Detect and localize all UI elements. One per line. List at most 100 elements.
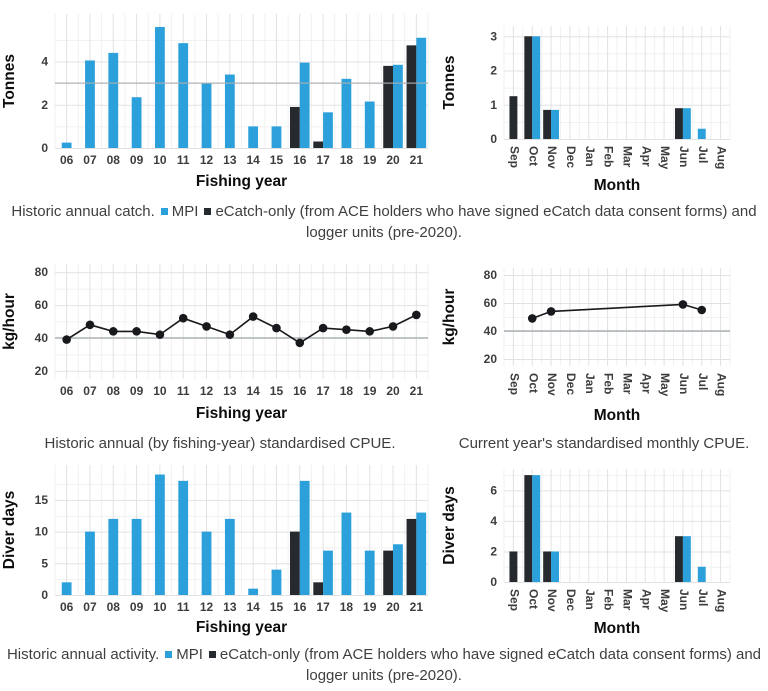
svg-text:80: 80 bbox=[484, 268, 498, 282]
svg-text:4: 4 bbox=[41, 55, 48, 69]
annual-catch-chart-cell: 0 2 4 06 07 08 09 10 11 12 13 14 15 16 17 18 19 20 21 Tonne… bbox=[0, 0, 440, 196]
svg-text:17: 17 bbox=[316, 153, 330, 167]
legend-swatch-icon bbox=[208, 651, 216, 658]
svg-text:Aug: Aug bbox=[715, 146, 729, 169]
svg-text:Mar: Mar bbox=[620, 589, 634, 611]
row-activity: 0 5 10 15 06 07 08 09 10 11 12 13 14 15 16 17 18 19 20 21 Di… bbox=[0, 455, 768, 637]
legend-swatch-icon bbox=[204, 208, 212, 215]
svg-text:19: 19 bbox=[363, 600, 377, 614]
svg-text:14: 14 bbox=[246, 384, 260, 398]
svg-text:Aug: Aug bbox=[715, 373, 729, 396]
svg-text:21: 21 bbox=[410, 384, 424, 398]
svg-text:Jan: Jan bbox=[583, 373, 597, 394]
svg-text:Month: Month bbox=[594, 177, 640, 194]
svg-text:kg/hour: kg/hour bbox=[441, 289, 458, 346]
svg-text:Dec: Dec bbox=[564, 589, 578, 611]
svg-text:20: 20 bbox=[386, 153, 400, 167]
chart-annual-catch-tonnes: 0 2 4 06 07 08 09 10 11 12 13 14 15 16 17 18 19 20 21 Tonne… bbox=[1, 14, 429, 190]
svg-text:21: 21 bbox=[410, 600, 424, 614]
svg-text:09: 09 bbox=[130, 153, 144, 167]
svg-text:11: 11 bbox=[177, 600, 190, 614]
caption-annual-catch: Historic annual catch. MPI eCatch-only (fr… bbox=[11, 203, 757, 241]
svg-text:60: 60 bbox=[35, 298, 49, 312]
chart-monthly-cpue: 20 40 60 80 Sep Oct Nov Dec Jan Feb Mar Apr May Jun Ju… bbox=[441, 268, 731, 424]
svg-text:Mar: Mar bbox=[620, 373, 634, 395]
svg-text:11: 11 bbox=[177, 384, 190, 398]
svg-text:11: 11 bbox=[177, 153, 190, 167]
svg-text:13: 13 bbox=[223, 384, 237, 398]
svg-text:08: 08 bbox=[107, 153, 121, 167]
svg-text:Sep: Sep bbox=[507, 373, 521, 395]
svg-text:08: 08 bbox=[107, 384, 121, 398]
svg-text:May: May bbox=[658, 146, 672, 170]
svg-text:3: 3 bbox=[490, 29, 497, 43]
svg-text:16: 16 bbox=[293, 600, 307, 614]
svg-text:6: 6 bbox=[490, 483, 497, 497]
svg-text:Jun: Jun bbox=[677, 146, 691, 167]
row-annual-catch: 0 2 4 06 07 08 09 10 11 12 13 14 15 16 17 18 19 20 21 Tonne… bbox=[0, 0, 768, 196]
row-cpue-captions: Historic annual (by fishing-year) standa… bbox=[0, 425, 768, 455]
svg-text:5: 5 bbox=[41, 556, 48, 570]
svg-text:Dec: Dec bbox=[564, 146, 578, 168]
svg-text:06: 06 bbox=[60, 153, 74, 167]
row-cpue: 20 40 60 80 06 07 08 09 10 11 12 13 14 15 16 17 18 19 20 21… bbox=[0, 248, 768, 425]
annual-cpue-chart-cell: 20 40 60 80 06 07 08 09 10 11 12 13 14 15 16 17 18 19 20 21… bbox=[0, 248, 440, 425]
svg-text:20: 20 bbox=[386, 384, 400, 398]
svg-text:Dec: Dec bbox=[564, 373, 578, 395]
svg-text:kg/hour: kg/hour bbox=[1, 293, 18, 350]
svg-text:20: 20 bbox=[35, 364, 49, 378]
svg-text:18: 18 bbox=[340, 153, 354, 167]
svg-text:19: 19 bbox=[363, 153, 377, 167]
svg-text:Nov: Nov bbox=[545, 146, 559, 169]
svg-text:Tonnes: Tonnes bbox=[1, 54, 18, 108]
svg-text:Month: Month bbox=[594, 407, 640, 424]
svg-text:Month: Month bbox=[594, 620, 640, 637]
svg-text:1: 1 bbox=[490, 98, 497, 112]
svg-text:20: 20 bbox=[484, 352, 498, 366]
svg-text:0: 0 bbox=[490, 575, 497, 589]
svg-text:16: 16 bbox=[293, 384, 307, 398]
svg-text:Tonnes: Tonnes bbox=[441, 56, 458, 110]
svg-text:09: 09 bbox=[130, 384, 144, 398]
svg-text:10: 10 bbox=[35, 525, 49, 539]
svg-text:Nov: Nov bbox=[545, 373, 559, 396]
svg-text:Jun: Jun bbox=[677, 373, 691, 394]
svg-text:12: 12 bbox=[200, 384, 214, 398]
chart-annual-cpue: 20 40 60 80 06 07 08 09 10 11 12 13 14 15 16 17 18 19 20 21… bbox=[1, 264, 429, 422]
svg-text:Diver days: Diver days bbox=[1, 491, 18, 569]
chart-monthly-activity-diver-days: 0 2 4 6 Sep Oct Nov Dec Jan Feb Mar Apr May Jun Jul Aug… bbox=[441, 469, 731, 637]
svg-text:07: 07 bbox=[83, 600, 97, 614]
svg-text:Feb: Feb bbox=[602, 589, 616, 610]
svg-text:13: 13 bbox=[223, 600, 237, 614]
svg-text:May: May bbox=[658, 589, 672, 613]
svg-text:Apr: Apr bbox=[639, 373, 653, 394]
svg-text:Oct: Oct bbox=[526, 373, 540, 393]
svg-text:40: 40 bbox=[35, 331, 49, 345]
svg-text:20: 20 bbox=[386, 600, 400, 614]
svg-text:Feb: Feb bbox=[602, 146, 616, 167]
svg-text:06: 06 bbox=[60, 384, 74, 398]
svg-text:Sep: Sep bbox=[507, 589, 521, 611]
svg-text:Apr: Apr bbox=[639, 589, 653, 610]
svg-text:Aug: Aug bbox=[715, 589, 729, 612]
svg-text:Nov: Nov bbox=[545, 589, 559, 612]
svg-text:2: 2 bbox=[490, 544, 497, 558]
svg-text:Fishing year: Fishing year bbox=[196, 173, 287, 190]
svg-text:18: 18 bbox=[340, 384, 354, 398]
svg-text:Fishing year: Fishing year bbox=[196, 619, 287, 636]
svg-text:Jul: Jul bbox=[696, 146, 710, 163]
svg-text:17: 17 bbox=[316, 600, 330, 614]
svg-text:40: 40 bbox=[484, 324, 498, 338]
svg-text:07: 07 bbox=[83, 384, 97, 398]
svg-text:Jan: Jan bbox=[583, 589, 597, 610]
legend-swatch-icon bbox=[160, 208, 168, 215]
svg-text:Sep: Sep bbox=[507, 146, 521, 168]
svg-text:Jul: Jul bbox=[696, 589, 710, 606]
svg-text:60: 60 bbox=[484, 296, 498, 310]
svg-text:08: 08 bbox=[107, 600, 121, 614]
svg-text:17: 17 bbox=[316, 384, 330, 398]
svg-text:2: 2 bbox=[490, 64, 497, 78]
svg-text:12: 12 bbox=[200, 153, 214, 167]
svg-text:07: 07 bbox=[83, 153, 97, 167]
svg-text:14: 14 bbox=[246, 153, 260, 167]
